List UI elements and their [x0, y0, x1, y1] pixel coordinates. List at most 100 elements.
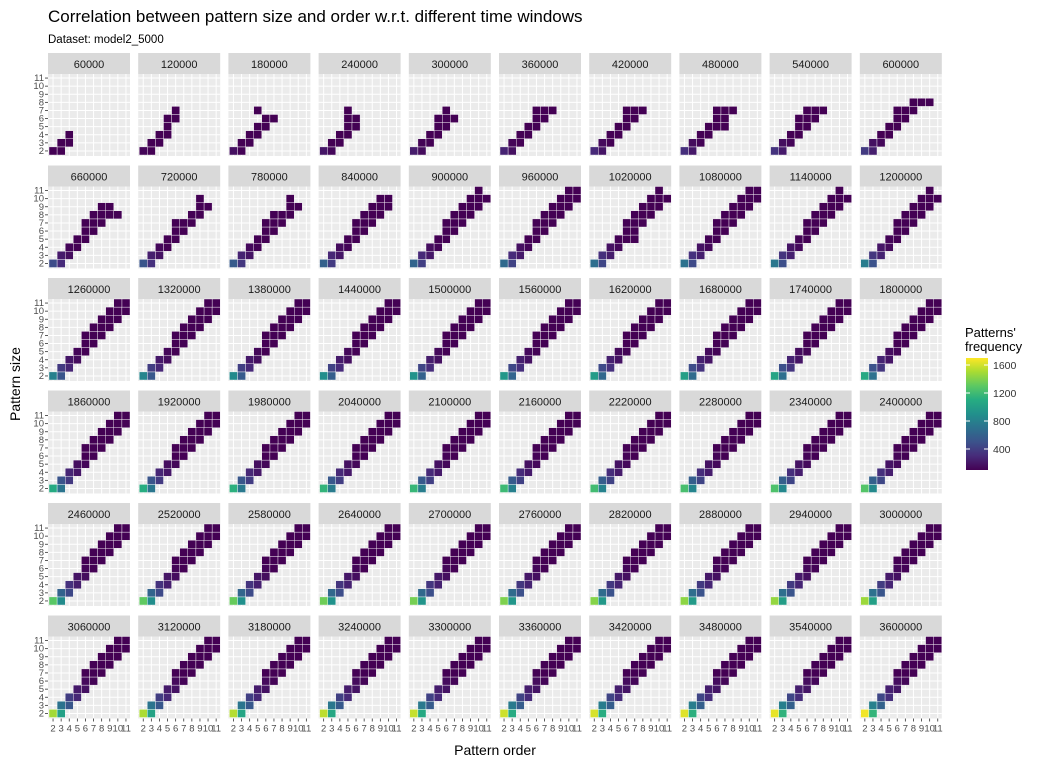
heatmap-tile [598, 701, 607, 710]
heatmap-tile [409, 484, 419, 493]
heatmap-tile [147, 701, 156, 710]
heatmap-tile [351, 218, 361, 228]
heatmap-tile [113, 636, 123, 645]
heatmap-tile [835, 523, 844, 533]
heatmap-tile [917, 315, 926, 324]
y-axis-tick-label: 6 [39, 226, 44, 237]
heatmap-tile [195, 202, 205, 211]
heatmap-tile [261, 114, 271, 123]
heatmap-tile [548, 210, 557, 220]
heatmap-tile [195, 660, 205, 670]
legend-title-line2: frequency [965, 339, 1023, 354]
facet-strip [48, 165, 130, 187]
heatmap-tile [860, 484, 870, 493]
heatmap-tile [753, 419, 762, 428]
heatmap-tile [925, 419, 934, 428]
heatmap-tile [662, 194, 672, 203]
heatmap-tile [654, 419, 664, 428]
heatmap-tile [97, 556, 106, 565]
heatmap-tile [195, 210, 205, 220]
heatmap-tile [638, 210, 648, 220]
heatmap-tile [548, 427, 557, 437]
y-axis-tick-label: 11 [34, 298, 44, 309]
facet-panel-2400000: 2400000 [859, 390, 943, 494]
x-axis-tick-label: 5 [75, 724, 80, 735]
heatmap-tile [925, 298, 934, 308]
heatmap-tile [868, 484, 878, 493]
heatmap-tile [868, 363, 878, 373]
heatmap-tile [433, 130, 443, 139]
heatmap-tile [843, 306, 852, 316]
heatmap-tile [696, 693, 705, 702]
heatmap-tile [155, 242, 164, 252]
heatmap-tile [532, 234, 541, 244]
heatmap-tile [384, 531, 393, 541]
heatmap-tile [466, 419, 475, 428]
heatmap-tile [335, 242, 345, 252]
heatmap-tile [876, 355, 886, 365]
x-axis-tick-label: 11 [392, 724, 402, 735]
facet-strip-label: 3360000 [519, 622, 562, 634]
heatmap-tile [97, 668, 106, 678]
heatmap-tile [81, 218, 90, 228]
heatmap-tile [827, 202, 836, 211]
heatmap-tile [466, 644, 475, 653]
heatmap-tile [540, 676, 549, 686]
y-axis-tick-label: 3 [39, 475, 44, 486]
heatmap-tile [745, 298, 754, 308]
heatmap-tile [458, 660, 467, 670]
heatmap-tile [195, 419, 205, 428]
x-axis-tick-label: 5 [255, 724, 260, 735]
heatmap-tile [499, 371, 509, 381]
heatmap-tile [884, 468, 894, 477]
x-axis-tick-label: 7 [181, 724, 186, 735]
heatmap-tile [384, 427, 393, 437]
heatmap-tile [901, 226, 910, 236]
heatmap-tile [745, 202, 754, 211]
facet-panel-180000: 180000 [228, 53, 311, 156]
facet-strip [769, 278, 852, 299]
heatmap-tile [819, 323, 828, 332]
heatmap-tile [843, 194, 852, 203]
heatmap-tile [909, 548, 918, 557]
heatmap-tile [532, 668, 541, 678]
heatmap-tile [786, 138, 796, 148]
heatmap-tile [187, 660, 197, 670]
facet-panel-780000: 780000 [228, 165, 311, 269]
heatmap-tile [590, 484, 599, 493]
facet-strip [408, 503, 491, 524]
heatmap-tile [745, 540, 754, 549]
heatmap-tile [704, 347, 714, 356]
facet-strip-label: 780000 [251, 172, 288, 184]
heatmap-tile [466, 435, 475, 445]
facet-panel-2520000: 2520000 [138, 503, 221, 606]
heatmap-tile [819, 556, 828, 565]
heatmap-tile [712, 339, 722, 348]
heatmap-tile [229, 259, 238, 268]
heatmap-tile [163, 580, 172, 590]
heatmap-tile [598, 484, 607, 493]
facet-strip [679, 165, 762, 187]
heatmap-tile [819, 427, 828, 437]
heatmap-tile [237, 259, 246, 268]
heatmap-tile [810, 114, 820, 123]
heatmap-tile [933, 411, 943, 420]
x-axis-tick-label: 2 [772, 724, 777, 735]
heatmap-tile [876, 701, 886, 710]
heatmap-tile [195, 531, 205, 541]
x-axis-tick-label: 7 [91, 724, 96, 735]
heatmap-tile [598, 146, 607, 156]
x-axis-tick-label: 4 [788, 724, 793, 735]
y-axis-tick-label: 5 [39, 572, 44, 583]
heatmap-tile [688, 251, 697, 260]
y-axis-tick-label: 6 [39, 676, 44, 687]
heatmap-tile [376, 435, 385, 445]
heatmap-tile [876, 138, 886, 148]
facet-strip [138, 503, 221, 524]
heatmap-tile [163, 347, 172, 356]
heatmap-tile [195, 644, 205, 653]
heatmap-tile [646, 419, 656, 428]
heatmap-tile [893, 684, 902, 694]
heatmap-tile [556, 419, 566, 428]
